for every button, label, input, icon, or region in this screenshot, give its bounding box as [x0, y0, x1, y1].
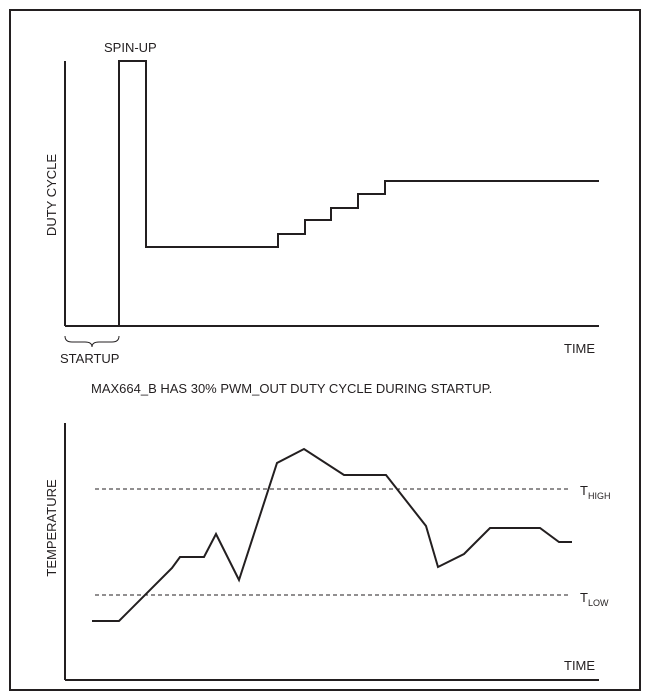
spin-up-label: SPIN-UP [104, 40, 157, 55]
duty-time-label: TIME [564, 341, 595, 356]
duty-cycle-chart: SPIN-UP DUTY CYCLE TIME STARTUP [44, 40, 599, 366]
startup-note: MAX664_B HAS 30% PWM_OUT DUTY CYCLE DURI… [91, 381, 492, 396]
t-low-sub: LOW [588, 598, 609, 608]
duty-cycle-trace [118, 60, 599, 326]
t-low-label: T LOW [580, 590, 609, 608]
t-high-label: T HIGH [580, 483, 611, 501]
t-high-main: T [580, 483, 588, 498]
temp-time-label: TIME [564, 658, 595, 673]
temperature-chart: TEMPERATURE TIME T HIGH T LOW [44, 423, 611, 681]
figure-frame [9, 9, 641, 691]
t-low-main: T [580, 590, 588, 605]
startup-brace [64, 335, 120, 348]
duty-cycle-axis-label: DUTY CYCLE [44, 154, 59, 236]
temperature-axis-label: TEMPERATURE [44, 479, 59, 577]
t-high-sub: HIGH [588, 491, 611, 501]
temperature-trace [92, 447, 572, 622]
startup-label: STARTUP [60, 351, 119, 366]
